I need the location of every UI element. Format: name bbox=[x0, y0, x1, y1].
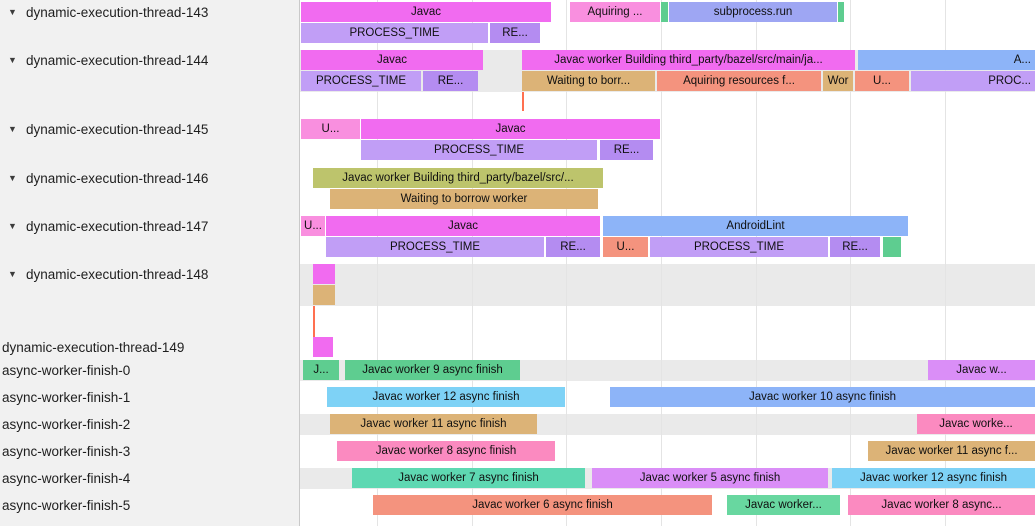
trace-slice[interactable]: RE... bbox=[600, 140, 653, 160]
trace-slice[interactable] bbox=[883, 237, 901, 257]
track-name: async-worker-finish-2 bbox=[2, 416, 131, 432]
expander-icon[interactable]: ▼ bbox=[8, 124, 17, 134]
trace-slice[interactable]: Javac worker 11 async finish bbox=[330, 414, 537, 434]
trace-slice[interactable]: AndroidLint bbox=[603, 216, 908, 236]
track-row-async-worker-finish-2[interactable]: async-worker-finish-2 bbox=[0, 414, 299, 434]
track-row-async-worker-finish-0[interactable]: async-worker-finish-0 bbox=[0, 360, 299, 380]
trace-slice[interactable]: J... bbox=[303, 360, 339, 380]
trace-slice[interactable]: Javac worker 9 async finish bbox=[345, 360, 520, 380]
trace-slice[interactable]: Javac w... bbox=[928, 360, 1035, 380]
expander-icon[interactable]: ▼ bbox=[8, 221, 17, 231]
track-label-panel: ▼ dynamic-execution-thread-143 ▼ dynamic-ex… bbox=[0, 0, 300, 526]
trace-slice[interactable]: Wor bbox=[823, 71, 853, 91]
track-name: dynamic-execution-thread-147 bbox=[26, 218, 209, 234]
trace-slice[interactable]: PROCESS_TIME bbox=[361, 140, 597, 160]
track-name: dynamic-execution-thread-143 bbox=[26, 4, 209, 20]
track-row-thread-144[interactable]: ▼ dynamic-execution-thread-144 bbox=[0, 50, 299, 70]
trace-slice[interactable] bbox=[313, 264, 335, 284]
track-row-async-worker-finish-3[interactable]: async-worker-finish-3 bbox=[0, 441, 299, 461]
track-name: dynamic-execution-thread-144 bbox=[26, 52, 209, 68]
trace-slice[interactable] bbox=[313, 337, 333, 357]
trace-slice[interactable]: Javac bbox=[301, 50, 483, 70]
track-row-thread-148[interactable]: ▼ dynamic-execution-thread-148 bbox=[0, 264, 299, 284]
track-name: async-worker-finish-3 bbox=[2, 443, 131, 459]
trace-slice[interactable]: Javac worker Building third_party/bazel/… bbox=[313, 168, 603, 188]
track-name: async-worker-finish-0 bbox=[2, 362, 131, 378]
trace-slice[interactable] bbox=[661, 2, 668, 22]
track-row-thread-143[interactable]: ▼ dynamic-execution-thread-143 bbox=[0, 2, 299, 22]
trace-slice[interactable]: PROCESS_TIME bbox=[326, 237, 544, 257]
trace-slice[interactable]: Javac worker 6 async finish bbox=[373, 495, 712, 515]
trace-slice[interactable]: Javac worker... bbox=[727, 495, 840, 515]
trace-slice[interactable]: U... bbox=[301, 119, 360, 139]
trace-slice[interactable]: Javac worker 8 async... bbox=[848, 495, 1035, 515]
time-gridline bbox=[377, 0, 378, 526]
track-name: dynamic-execution-thread-149 bbox=[2, 339, 185, 355]
trace-slice[interactable]: U... bbox=[855, 71, 909, 91]
trace-slice[interactable]: Javac worker 7 async finish bbox=[352, 468, 585, 488]
track-name: async-worker-finish-1 bbox=[2, 389, 131, 405]
trace-slice[interactable]: Javac worker 5 async finish bbox=[592, 468, 828, 488]
trace-slice[interactable]: Javac worker 8 async finish bbox=[337, 441, 555, 461]
time-gridline bbox=[661, 0, 662, 526]
trace-slice[interactable]: A... bbox=[858, 50, 1035, 70]
trace-slice[interactable]: Javac bbox=[301, 2, 551, 22]
trace-slice[interactable]: Javac bbox=[361, 119, 660, 139]
instant-event-marker[interactable] bbox=[522, 92, 524, 111]
trace-slice[interactable]: RE... bbox=[423, 71, 478, 91]
trace-slice[interactable]: PROCESS_TIME bbox=[301, 23, 488, 43]
expander-icon[interactable]: ▼ bbox=[8, 55, 17, 65]
trace-slice[interactable]: subprocess.run bbox=[669, 2, 837, 22]
trace-slice[interactable]: Aquiring ... bbox=[570, 2, 660, 22]
trace-slice[interactable]: Waiting to borr... bbox=[522, 71, 655, 91]
track-name: async-worker-finish-5 bbox=[2, 497, 131, 513]
expander-icon[interactable]: ▼ bbox=[8, 173, 17, 183]
trace-slice[interactable] bbox=[838, 2, 844, 22]
track-name: async-worker-finish-4 bbox=[2, 470, 131, 486]
track-row-thread-149[interactable]: dynamic-execution-thread-149 bbox=[0, 337, 299, 357]
time-gridline bbox=[472, 0, 473, 526]
track-name: dynamic-execution-thread-146 bbox=[26, 170, 209, 186]
track-name: dynamic-execution-thread-148 bbox=[26, 266, 209, 282]
track-row-thread-146[interactable]: ▼ dynamic-execution-thread-146 bbox=[0, 168, 299, 188]
time-gridline bbox=[850, 0, 851, 526]
trace-slice[interactable]: RE... bbox=[830, 237, 880, 257]
trace-slice[interactable]: Javac worker 11 async f... bbox=[868, 441, 1035, 461]
trace-slice[interactable]: U... bbox=[603, 237, 648, 257]
track-row-async-worker-finish-4[interactable]: async-worker-finish-4 bbox=[0, 468, 299, 488]
trace-slice[interactable]: PROCESS_TIME bbox=[650, 237, 828, 257]
trace-slice[interactable]: Javac worker 12 async finish bbox=[327, 387, 565, 407]
instant-event-marker[interactable] bbox=[313, 306, 315, 337]
track-row-async-worker-finish-5[interactable]: async-worker-finish-5 bbox=[0, 495, 299, 515]
time-gridline bbox=[756, 0, 757, 526]
track-background bbox=[300, 264, 1035, 306]
trace-slice[interactable]: RE... bbox=[546, 237, 600, 257]
trace-slice[interactable]: PROC... bbox=[911, 71, 1035, 91]
track-row-thread-145[interactable]: ▼ dynamic-execution-thread-145 bbox=[0, 119, 299, 139]
trace-slice[interactable]: Javac worke... bbox=[917, 414, 1035, 434]
timeline-canvas[interactable]: Javac Aquiring ... subprocess.run PROCESS_T… bbox=[300, 0, 1035, 526]
track-name: dynamic-execution-thread-145 bbox=[26, 121, 209, 137]
trace-slice[interactable]: U... bbox=[301, 216, 325, 236]
trace-slice[interactable]: Waiting to borrow worker bbox=[330, 189, 598, 209]
track-row-thread-147[interactable]: ▼ dynamic-execution-thread-147 bbox=[0, 216, 299, 236]
expander-icon[interactable]: ▼ bbox=[8, 7, 17, 17]
trace-slice[interactable]: Javac bbox=[326, 216, 600, 236]
track-row-async-worker-finish-1[interactable]: async-worker-finish-1 bbox=[0, 387, 299, 407]
trace-slice[interactable]: Javac worker 10 async finish bbox=[610, 387, 1035, 407]
trace-slice[interactable]: Aquiring resources f... bbox=[657, 71, 821, 91]
trace-slice[interactable]: PROCESS_TIME bbox=[301, 71, 421, 91]
time-gridline bbox=[945, 0, 946, 526]
trace-slice[interactable]: Javac worker Building third_party/bazel/… bbox=[522, 50, 855, 70]
expander-icon[interactable]: ▼ bbox=[8, 269, 17, 279]
time-gridline bbox=[566, 0, 567, 526]
trace-slice[interactable]: RE... bbox=[490, 23, 540, 43]
trace-slice[interactable]: Javac worker 12 async finish bbox=[832, 468, 1035, 488]
trace-slice[interactable] bbox=[313, 285, 335, 305]
